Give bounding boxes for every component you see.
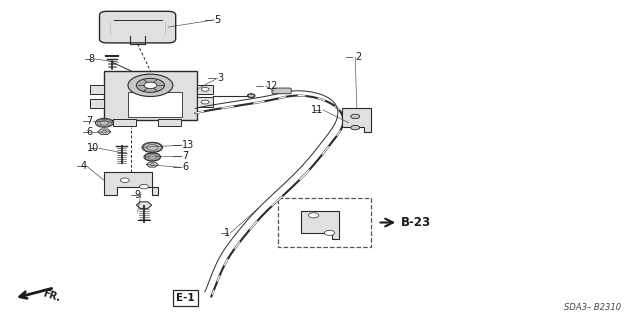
FancyBboxPatch shape <box>158 119 181 126</box>
Text: 5: 5 <box>214 15 221 25</box>
Circle shape <box>136 78 164 93</box>
Circle shape <box>248 94 255 98</box>
Text: 12: 12 <box>266 81 278 91</box>
Circle shape <box>144 153 161 161</box>
Circle shape <box>201 87 209 91</box>
FancyBboxPatch shape <box>272 88 291 94</box>
Polygon shape <box>147 162 158 167</box>
Polygon shape <box>98 129 111 135</box>
Circle shape <box>308 213 319 218</box>
Text: E-1: E-1 <box>176 293 195 303</box>
Text: 3: 3 <box>218 73 224 83</box>
Circle shape <box>128 74 173 96</box>
Text: 11: 11 <box>311 105 323 115</box>
Text: B-23: B-23 <box>401 216 431 229</box>
Circle shape <box>95 118 113 127</box>
Text: 9: 9 <box>134 189 141 200</box>
FancyBboxPatch shape <box>113 119 136 126</box>
Polygon shape <box>136 202 152 208</box>
Text: 2: 2 <box>355 52 362 63</box>
FancyBboxPatch shape <box>90 85 104 94</box>
Text: 10: 10 <box>87 143 99 153</box>
Circle shape <box>248 94 255 97</box>
Text: 7: 7 <box>86 116 93 126</box>
Circle shape <box>351 125 360 130</box>
FancyBboxPatch shape <box>128 92 182 117</box>
FancyBboxPatch shape <box>197 97 212 107</box>
FancyBboxPatch shape <box>104 71 197 120</box>
Circle shape <box>142 142 163 152</box>
Text: 4: 4 <box>80 161 86 171</box>
Text: 6: 6 <box>86 127 93 137</box>
Text: FR.: FR. <box>42 289 62 304</box>
Circle shape <box>150 164 154 166</box>
Text: 7: 7 <box>182 151 189 161</box>
Circle shape <box>144 82 157 88</box>
Circle shape <box>120 178 129 182</box>
Text: SDA3– B2310: SDA3– B2310 <box>564 303 621 312</box>
Circle shape <box>351 114 360 119</box>
FancyBboxPatch shape <box>197 85 212 94</box>
FancyBboxPatch shape <box>90 99 104 108</box>
Circle shape <box>140 184 148 189</box>
Text: 6: 6 <box>182 162 189 173</box>
Circle shape <box>324 230 335 235</box>
FancyBboxPatch shape <box>99 11 175 43</box>
Polygon shape <box>104 172 159 195</box>
FancyBboxPatch shape <box>278 198 371 247</box>
Polygon shape <box>342 108 371 132</box>
Circle shape <box>102 130 107 133</box>
Circle shape <box>201 100 209 104</box>
Text: 13: 13 <box>182 140 195 150</box>
Text: 8: 8 <box>88 54 95 64</box>
Text: 1: 1 <box>224 228 230 238</box>
Polygon shape <box>301 211 339 239</box>
